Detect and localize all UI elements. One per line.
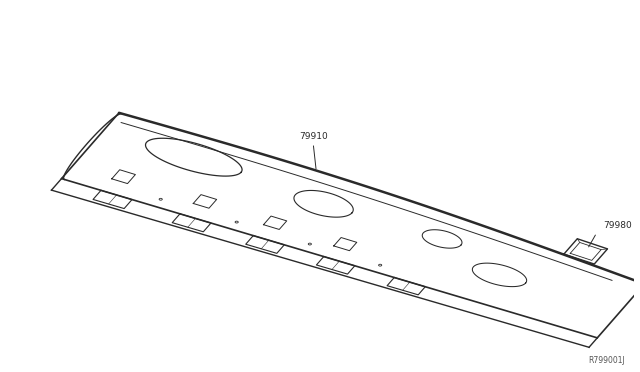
Text: 79910: 79910 [299,132,328,141]
Text: 79980: 79980 [603,221,632,230]
Text: R799001J: R799001J [588,356,625,365]
